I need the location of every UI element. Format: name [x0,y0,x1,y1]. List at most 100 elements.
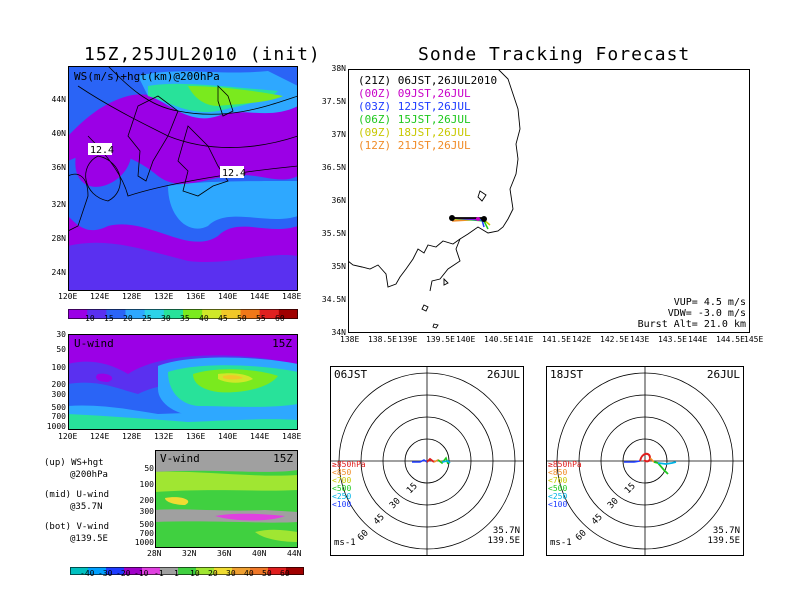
colorbar-label: -20 [116,569,131,578]
lat-tick: 34N [331,328,346,337]
colorbar-label: 50 [237,314,247,323]
colorbar-label: 10 [85,314,95,323]
lon-tick: 143E [630,335,650,344]
colorbar-swatch [106,567,125,575]
colorbar-swatch [68,309,88,319]
lat-tick: 36N [51,163,66,172]
right-title: Sonde Tracking Forecast [418,44,691,65]
lon-tick: 141E [514,335,534,344]
lon-tick: 142.5E [600,335,629,344]
colorbar-label: 30 [161,314,171,323]
v-wind-p-ticks: 50 100 200 300 500 700 1000 [128,464,154,554]
contour-label-2: 12.4 [222,168,246,179]
lat-tick: 32N [51,200,66,209]
p-tick: 200 [139,496,154,505]
level-label: <850 [332,468,352,477]
wind-speed-map-svg: 12.4 12.4 [67,65,299,291]
note-bot-key: (bot) V-wind [44,522,110,532]
lat-tick: 40N [51,129,66,138]
vdw-text: VDW= -3.0 m/s [667,308,746,319]
v-wind-time: 15Z [273,452,293,465]
wind-speed-map: 12.4 12.4 WS(m/s)+hgt(km)@200hPa [67,65,299,291]
hodograph-right: 15 30 45 60 18JST 26JUL ≥850hPa <850 <70… [546,366,744,556]
left-title: 15Z,25JUL2010 (init) [84,44,321,65]
lon-tick: 138.5E [368,335,397,344]
colorbar-swatch [221,309,241,319]
colorbar-label: 25 [142,314,152,323]
v-wind-label: V-wind [160,452,200,465]
colorbar-swatch [278,309,299,319]
note-bot-val: @139.5E [70,534,108,544]
lon-tick: 144E [250,292,270,301]
legend-entry: (12Z) 21JST,26JUL [358,139,471,152]
side-notes: (up) WS+hgt @200hPa (mid) U-wind @35.7N … [44,458,154,558]
lat-tick: 36N [217,549,232,558]
map-lat-ticks: 44N 40N 36N 32N 28N 24N [48,90,66,285]
legend-entry: (21Z) 06JST,26JUL2010 [358,74,498,87]
colorbar-label: 30 [226,569,236,578]
legend-entry: (00Z) 09JST,26JUL [358,87,471,100]
colorbar-swatch [144,309,165,319]
v-wind-panel: V-wind 15Z [155,450,298,548]
burst-alt-text: Burst Alt= 21.0 km [637,319,746,330]
colorbar-label: 35 [180,314,190,323]
colorbar-swatch [178,567,197,575]
lon-tick: 128E [122,292,142,301]
vup-text: VUP= 4.5 m/s [673,297,746,308]
colorbar-swatch [125,309,146,319]
colorbar-label: 45 [218,314,228,323]
v-wind-lat-ticks: 28N 32N 36N 40N 44N [147,549,317,559]
colorbar-top [68,304,299,319]
lon-tick: 128E [122,432,142,441]
contour-label-1: 12.4 [90,145,114,156]
colorbar-swatch [214,567,233,575]
lat-tick: 24N [51,268,66,277]
colorbar-swatch [268,567,287,575]
lon-tick: 142E [572,335,592,344]
level-label: <100 [548,500,568,509]
colorbar-label: 20 [123,314,133,323]
u-wind-time: 15Z [272,337,292,350]
lat-tick: 36.5N [321,163,346,172]
lat-tick: 28N [147,549,162,558]
p-tick: 500 [139,520,154,529]
level-label: <500 [332,484,352,493]
level-label: ≥850hPa [332,460,366,469]
colorbar-label: 40 [199,314,209,323]
hodo-right-unit: ms-1 [550,538,572,548]
p-tick: 500 [51,403,66,412]
u-wind-p-ticks: 30 50 100 200 300 500 700 1000 [40,330,66,434]
p-tick: 700 [139,529,154,538]
colorbar-swatch [106,309,126,319]
colorbar-swatch [232,567,251,575]
u-wind-panel-svg [68,334,298,430]
colorbar-label: -30 [98,569,113,578]
colorbar-swatch [70,567,89,575]
lat-tick: 37N [331,130,346,139]
track-map [347,68,750,333]
colorbar-swatch [183,309,203,319]
colorbar-swatch [259,309,280,319]
p-tick: 30 [56,330,66,339]
lon-tick: 124E [90,292,110,301]
p-tick: 700 [51,412,66,421]
note-up-key: (up) WS+hgt [44,458,104,468]
p-tick: 50 [56,345,66,354]
lon-tick: 140E [218,292,238,301]
track-lon-ticks: 138E 138.5E 139E 139.5E 140E 140.5E 141E… [340,335,780,345]
lat-tick: 28N [51,234,66,243]
lat-tick: 35.5N [321,229,346,238]
colorbar-swatch [286,567,305,575]
hodo-right-levels: ≥850hPa <850 <700 <500 <250 <100 [548,461,582,509]
lon-tick: 136E [186,432,206,441]
hodo-right-loc: 35.7N 139.5E [707,526,740,546]
track-lat-ticks: 38N 37.5N 37N 36.5N 36N 35.5N 35N 34.5N … [318,64,346,338]
hodo-left-lon: 139.5E [487,536,520,546]
legend-entry: (09Z) 18JST,26JUL [358,126,471,139]
track-map-svg [347,68,750,333]
lat-tick: 38N [331,64,346,73]
lon-tick: 141.5E [542,335,571,344]
lon-tick: 120E [58,292,78,301]
colorbar-label: -1 [154,569,164,578]
lon-tick: 144E [250,432,270,441]
